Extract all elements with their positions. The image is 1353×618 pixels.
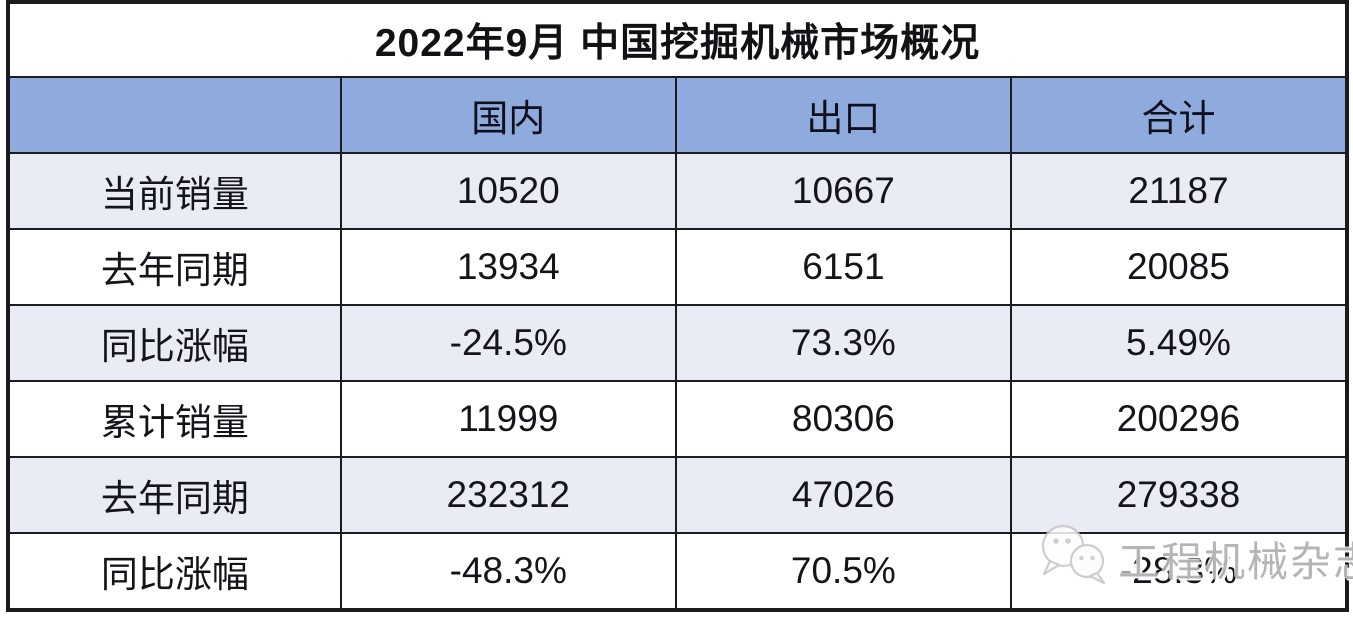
row-label: 同比涨幅 <box>100 326 249 367</box>
cell-total: 21187 <box>1009 154 1345 228</box>
cell-total: -28.3% <box>1009 534 1345 608</box>
header-cell-domestic: 国内 <box>339 78 675 152</box>
cell-domestic: 232312 <box>339 458 675 532</box>
row-label: 当前销量 <box>100 174 249 215</box>
cell-export: 47026 <box>674 458 1010 532</box>
cell-total: 279338 <box>1009 458 1345 532</box>
table-row: 同比涨幅 -24.5% 73.3% 5.49% <box>10 304 1345 380</box>
table-header-row: 国内 出口 合计 <box>10 76 1345 152</box>
cell-domestic: 11999 <box>339 382 675 456</box>
header-cell-empty <box>10 78 340 152</box>
table-row: 当前销量 10520 10667 21187 <box>10 152 1345 228</box>
cell-export: 6151 <box>674 230 1010 304</box>
table-row: 同比涨幅 -48.3% 70.5% -28.3% <box>10 532 1345 608</box>
cell-domestic: -48.3% <box>339 534 675 608</box>
cell-export: 10667 <box>674 154 1010 228</box>
cell-export: 70.5% <box>674 534 1010 608</box>
table-row: 累计销量 11999 80306 200296 <box>10 380 1345 456</box>
cell-total: 20085 <box>1009 230 1345 304</box>
cell-total: 5.49% <box>1009 306 1345 380</box>
row-label: 去年同期 <box>100 250 249 291</box>
table-row: 去年同期 13934 6151 20085 <box>10 228 1345 304</box>
header-cell-total: 合计 <box>1009 78 1345 152</box>
cell-total: 200296 <box>1009 382 1345 456</box>
cell-export: 73.3% <box>674 306 1010 380</box>
row-label: 同比涨幅 <box>100 554 249 595</box>
header-cell-export: 出口 <box>674 78 1010 152</box>
table-title: 2022年9月 中国挖掘机械市场概况 <box>374 22 981 65</box>
cell-domestic: 13934 <box>339 230 675 304</box>
row-label: 累计销量 <box>100 402 249 443</box>
row-label: 去年同期 <box>100 478 249 519</box>
cell-domestic: 10520 <box>339 154 675 228</box>
cell-export: 80306 <box>674 382 1010 456</box>
cell-domestic: -24.5% <box>339 306 675 380</box>
table-title-row: 2022年9月 中国挖掘机械市场概况 <box>10 4 1345 76</box>
market-overview-table: 2022年9月 中国挖掘机械市场概况 国内 出口 合计 当前销量 10520 1… <box>6 0 1349 612</box>
table-row: 去年同期 232312 47026 279338 <box>10 456 1345 532</box>
